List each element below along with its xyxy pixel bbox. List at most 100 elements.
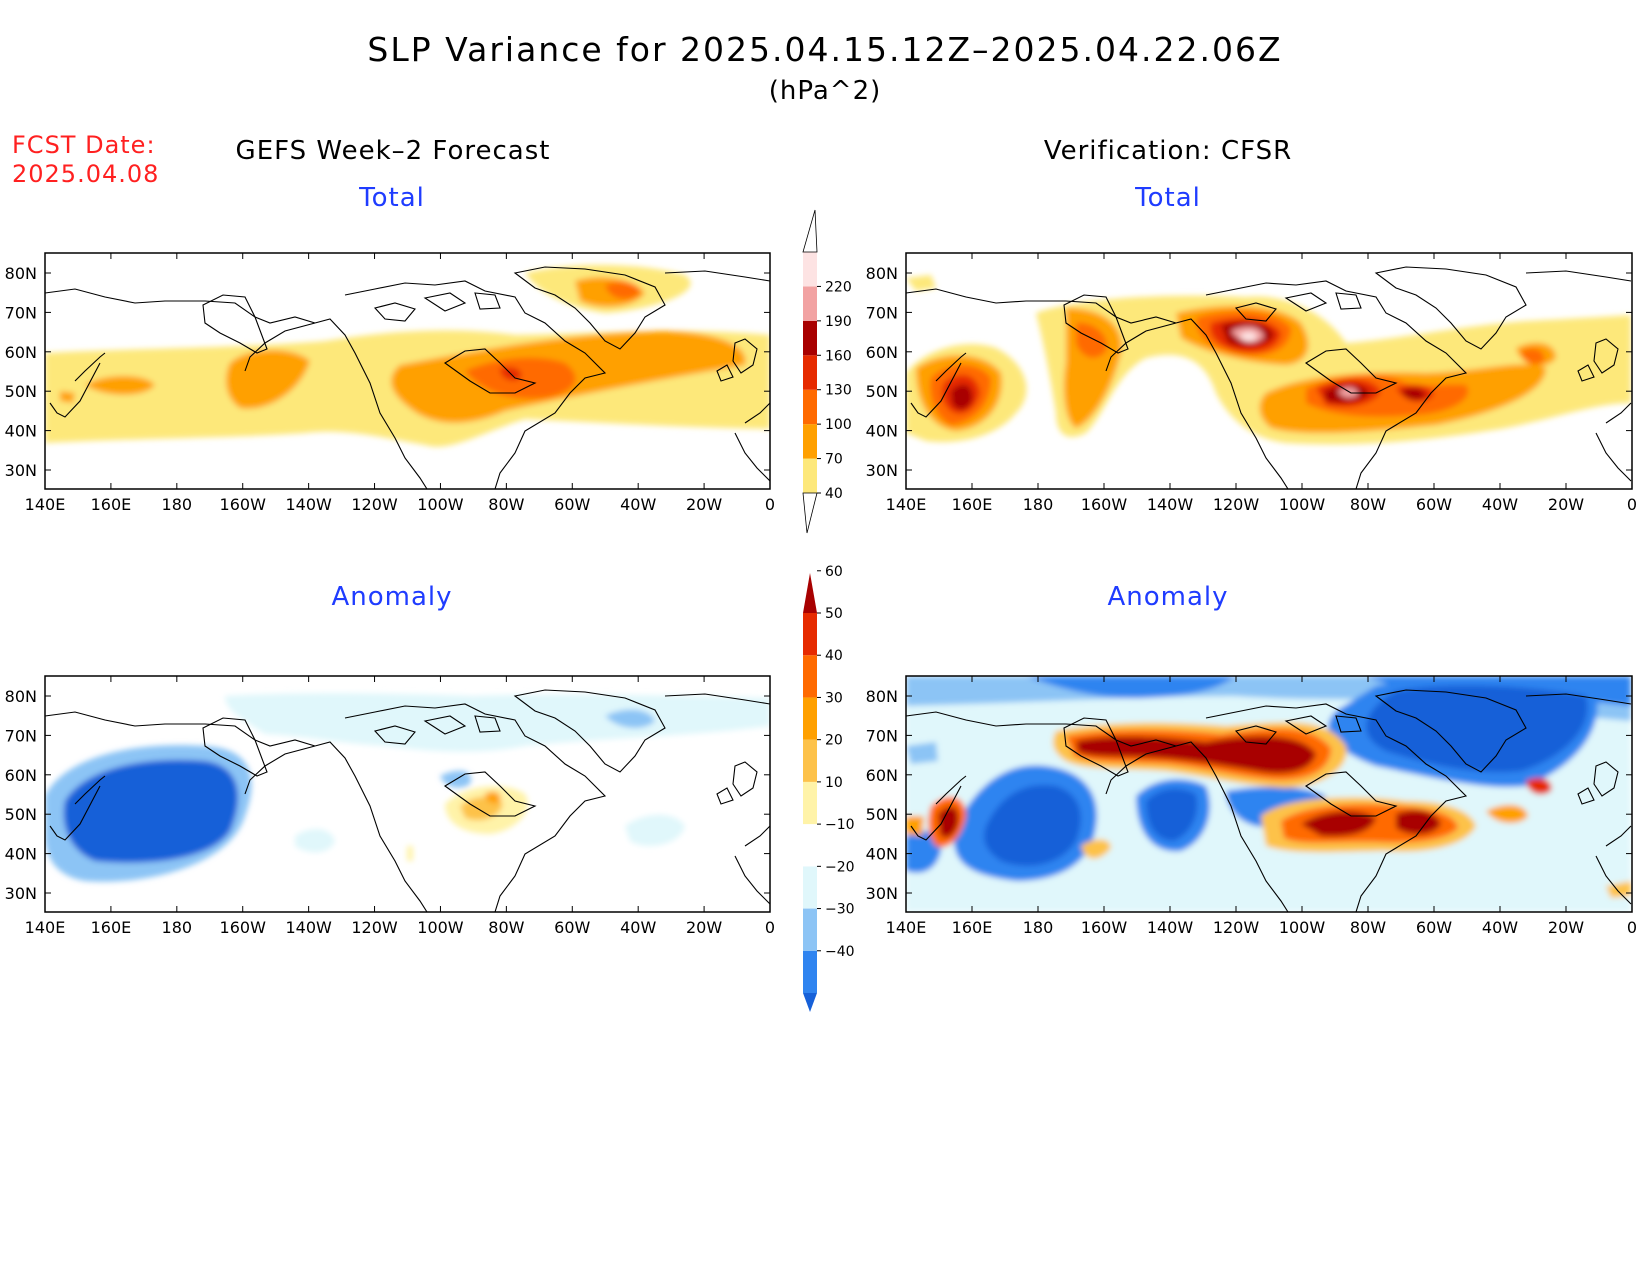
lon-label: 120W xyxy=(1213,495,1260,514)
anomaly-colorbar-bin xyxy=(803,613,817,656)
total-colorbar-top-arrow xyxy=(802,209,818,253)
lat-label: 60N xyxy=(866,766,898,785)
lon-label: 140W xyxy=(1147,918,1194,937)
anomaly-colorbar-label: 40 xyxy=(825,648,843,664)
lon-label: 100W xyxy=(417,495,464,514)
anomaly-colorbar-label: 10 xyxy=(825,775,843,791)
total-colorbar-bin xyxy=(803,355,817,390)
forecast-total-map xyxy=(44,252,771,490)
lon-label: 140W xyxy=(285,918,332,937)
anomaly-colorbar-label: 50 xyxy=(825,606,843,622)
lon-label: 180 xyxy=(162,918,193,937)
lat-label: 80N xyxy=(5,687,37,706)
anomaly-colorbar-bin xyxy=(803,950,817,993)
total-colorbar-label: 40 xyxy=(825,486,843,502)
anomaly-colorbar-bin xyxy=(803,655,817,698)
anomaly-colorbar-bin xyxy=(803,824,817,867)
total-colorbar-label: 100 xyxy=(825,417,852,433)
anomaly-colorbar-bottom-arrow xyxy=(803,993,817,1012)
anomaly-colorbar-label: −40 xyxy=(825,944,855,960)
lon-label: 140E xyxy=(886,918,927,937)
lon-label: 140W xyxy=(1147,495,1194,514)
lat-label: 70N xyxy=(5,726,37,745)
anomaly-colorbar-label: −30 xyxy=(825,902,855,918)
lon-label: 160W xyxy=(1081,918,1128,937)
total-colorbar-label: 190 xyxy=(825,314,852,330)
anomaly-colorbar-label: 60 xyxy=(825,564,843,580)
lon-label: 60W xyxy=(1416,918,1452,937)
anomaly-colorbar-bin xyxy=(803,866,817,909)
map-axes: 140E 160E 180 160W 140W 120W 100W 80W 60W 40W 20W 0… xyxy=(5,253,1637,937)
total-colorbar-bottom-arrow xyxy=(802,492,818,534)
lon-label: 60W xyxy=(554,918,590,937)
anomaly-colorbar-top-arrow xyxy=(803,573,817,613)
lon-label: 140E xyxy=(25,918,66,937)
lat-label: 40N xyxy=(5,845,37,864)
lat-label: 40N xyxy=(5,422,37,441)
lon-label: 160E xyxy=(91,918,132,937)
anomaly-colorbar-label: 30 xyxy=(825,690,843,706)
forecast-anomaly-map xyxy=(44,675,771,913)
lat-label: 30N xyxy=(5,461,37,480)
lon-label: 120W xyxy=(351,495,398,514)
total-colorbar-label: 70 xyxy=(825,452,843,468)
verification-anomaly-map xyxy=(905,675,1633,913)
anomaly-colorbar-label: −10 xyxy=(825,817,855,833)
lon-label: 40W xyxy=(1482,918,1518,937)
lon-label: 140E xyxy=(886,495,927,514)
lat-label: 70N xyxy=(866,726,898,745)
lon-label: 20W xyxy=(1548,918,1584,937)
lon-label: 0 xyxy=(765,495,775,514)
forecast-anomaly-title: Anomaly xyxy=(331,582,453,612)
verification-anomaly-title: Anomaly xyxy=(1107,582,1229,612)
total-colorbar: 40 70 100 130 160 190 220 xyxy=(802,209,852,534)
lon-label: 0 xyxy=(1627,918,1637,937)
lon-label: 0 xyxy=(765,918,775,937)
right-column-title: Verification: CFSR xyxy=(1043,136,1293,166)
lon-label: 20W xyxy=(686,495,722,514)
forecast-total-title: Total xyxy=(359,183,425,213)
lon-label: 160W xyxy=(220,918,267,937)
panel-axes-2: 140E 160E 180 160W 140W 120W 100W 80W 60W 40W 20W 0… xyxy=(866,253,1637,514)
lat-label: 40N xyxy=(866,422,898,441)
total-colorbar-label: 160 xyxy=(825,348,852,364)
lon-label: 20W xyxy=(1548,495,1584,514)
lon-label: 60W xyxy=(1416,495,1452,514)
lon-label: 120W xyxy=(1213,918,1260,937)
lon-label: 160E xyxy=(952,495,993,514)
anomaly-colorbar-bin xyxy=(803,739,817,782)
lon-label: 160W xyxy=(220,495,267,514)
panel-axes-4: 140E 160E 180 160W 140W 120W 100W 80W 60W 40W 20W 0… xyxy=(866,676,1637,937)
lon-label: 120W xyxy=(351,918,398,937)
fcst-date-label: FCST Date: xyxy=(12,131,156,159)
lon-label: 160E xyxy=(91,495,132,514)
lat-label: 80N xyxy=(866,264,898,283)
total-colorbar-bin xyxy=(803,286,817,321)
left-column-title: GEFS Week–2 Forecast xyxy=(235,136,551,166)
total-colorbar-bin xyxy=(803,458,817,493)
lat-label: 70N xyxy=(5,303,37,322)
lat-label: 80N xyxy=(866,687,898,706)
lon-label: 160W xyxy=(1081,495,1128,514)
lat-label: 70N xyxy=(866,303,898,322)
figure-units: (hPa^2) xyxy=(768,76,882,106)
lat-label: 40N xyxy=(866,845,898,864)
lon-label: 140W xyxy=(285,495,332,514)
lat-label: 50N xyxy=(866,382,898,401)
total-colorbar-label: 130 xyxy=(825,383,852,399)
lon-label: 80W xyxy=(1350,918,1386,937)
anomaly-colorbar-bin xyxy=(803,908,817,951)
lat-label: 60N xyxy=(5,766,37,785)
fcst-date-value: 2025.04.08 xyxy=(12,160,160,188)
panel-axes-3: 140E 160E 180 160W 140W 120W 100W 80W 60W 40W 20W 0… xyxy=(5,676,775,937)
lon-label: 40W xyxy=(620,918,656,937)
lat-label: 60N xyxy=(5,343,37,362)
lat-label: 30N xyxy=(866,461,898,480)
lon-label: 180 xyxy=(162,495,193,514)
lat-label: 60N xyxy=(866,343,898,362)
lon-label: 40W xyxy=(620,495,656,514)
anomaly-colorbar-bin xyxy=(803,781,817,825)
lon-label: 0 xyxy=(1627,495,1637,514)
lon-label: 100W xyxy=(1279,495,1326,514)
lon-label: 160E xyxy=(952,918,993,937)
